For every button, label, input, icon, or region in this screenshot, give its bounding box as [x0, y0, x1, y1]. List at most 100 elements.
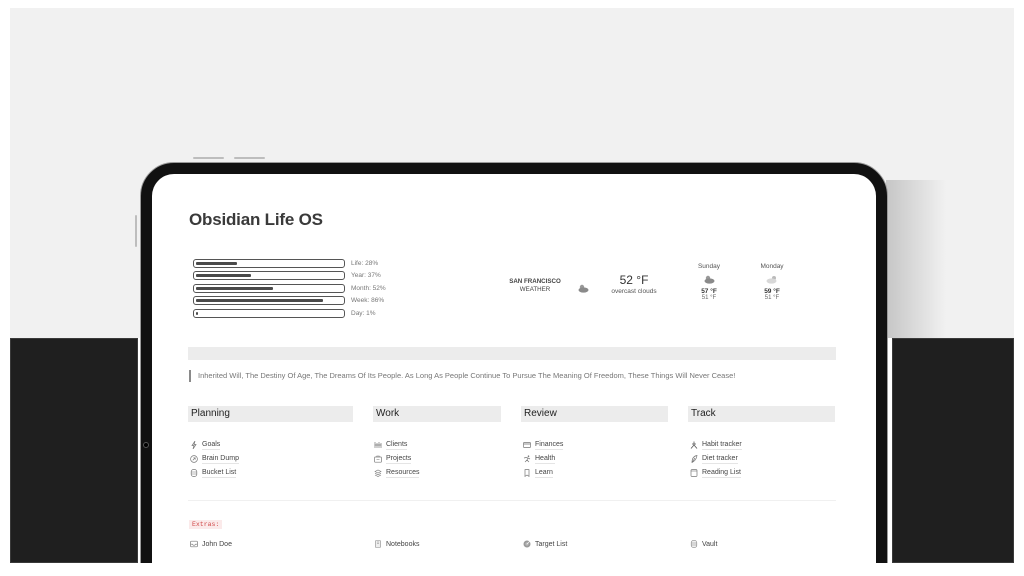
background-dark-panel-right: [892, 338, 1014, 563]
page-title: Obsidian Life OS: [189, 210, 323, 229]
planning-list: Goals Brain Dump Bucket List: [190, 438, 239, 480]
section-header-work: Work: [373, 406, 501, 422]
link-finances[interactable]: Finances: [523, 438, 564, 452]
link-label: Notebooks: [386, 540, 420, 548]
progress-fill: [196, 286, 273, 290]
progress-row-year: Year: 37%: [193, 270, 386, 283]
link-label: Vault: [702, 540, 718, 548]
forecast-low: 51 °F: [701, 295, 717, 301]
bookmark-icon: [524, 469, 530, 477]
link-brain-dump[interactable]: Brain Dump: [190, 452, 239, 466]
link-label: Reading List: [702, 469, 741, 478]
weather-location-subtitle: WEATHER: [519, 286, 551, 293]
progress-tracker: Life: 28% Year: 37% Month: 52% Week: 86%: [193, 257, 386, 320]
notebook-icon: [375, 540, 381, 548]
link-label: Diet tracker: [702, 455, 738, 464]
weather-location: SAN FRANCISCO WEATHER: [507, 278, 563, 294]
device-volume-button: [193, 157, 224, 159]
partly-cloudy-icon: [766, 276, 777, 284]
cloud-sun-icon: [577, 280, 589, 298]
link-clients[interactable]: Clients: [374, 438, 419, 452]
link-label: Bucket List: [202, 469, 237, 478]
stack-icon: [374, 469, 382, 477]
device-side-button: [135, 215, 137, 247]
link-vault[interactable]: Vault: [690, 540, 717, 548]
link-goals[interactable]: Goals: [190, 438, 239, 452]
link-habit-tracker[interactable]: Habit tracker: [690, 438, 742, 452]
link-reading-list[interactable]: Reading List: [690, 466, 742, 480]
bottom-margin: [0, 563, 1024, 576]
forecast-day-name: Sunday: [697, 263, 721, 270]
section-header-review: Review: [521, 406, 668, 422]
credit-card-icon: [523, 442, 531, 448]
section-header-track: Track: [688, 406, 835, 422]
forecast-high: 57 °F: [701, 288, 717, 295]
progress-row-week: Week: 86%: [193, 295, 386, 308]
book-icon: [690, 469, 698, 477]
progress-fill: [196, 274, 251, 278]
lightning-icon: [191, 441, 197, 449]
link-label: Goals: [202, 441, 221, 450]
weather-current-desc: overcast clouds: [611, 288, 657, 295]
tablet-frame: Obsidian Life OS Life: 28% Year: 37% Mon…: [140, 162, 888, 576]
device-camera: [143, 442, 149, 448]
people-icon: [374, 442, 382, 448]
progress-bar: [193, 283, 345, 293]
device-power-button: [234, 157, 265, 159]
link-health[interactable]: Health: [523, 452, 563, 466]
leaf-icon: [691, 455, 698, 463]
background-dark-panel-left: [10, 338, 138, 563]
forecast-high: 59 °F: [764, 288, 780, 295]
progress-bar: [193, 271, 345, 281]
link-label: Clients: [386, 441, 408, 450]
tablet-screen: Obsidian Life OS Life: 28% Year: 37% Mon…: [152, 174, 876, 576]
progress-bar: [193, 308, 345, 318]
briefcase-icon: [374, 455, 382, 463]
weather-location-city: SAN FRANCISCO: [509, 278, 561, 285]
link-learn[interactable]: Learn: [523, 466, 563, 480]
link-resources[interactable]: Resources: [374, 466, 420, 480]
progress-label: Month: 52%: [351, 284, 386, 292]
progress-fill: [196, 299, 323, 303]
running-icon: [523, 455, 531, 463]
link-label: Learn: [535, 469, 553, 478]
blockquote: Inherited Will, The Destiny Of Age, The …: [189, 370, 735, 382]
link-label: Target List: [535, 540, 568, 548]
progress-fill: [196, 261, 237, 265]
extras-tag: Extras:: [189, 520, 223, 529]
progress-row-day: Day: 1%: [193, 307, 386, 320]
progress-label: Year: 37%: [351, 272, 381, 280]
forecast-sunday: Sunday 57 °F 51 °F: [689, 263, 729, 301]
link-label: Projects: [386, 455, 412, 464]
obsidian-note: Obsidian Life OS Life: 28% Year: 37% Mon…: [152, 174, 876, 576]
target-icon: [523, 540, 531, 548]
vault-icon: [690, 540, 698, 548]
arrow-circle-icon: [190, 455, 198, 463]
link-label: Finances: [535, 441, 564, 450]
link-projects[interactable]: Projects: [374, 452, 419, 466]
link-john-doe[interactable]: John Doe: [190, 540, 232, 548]
forecast-low: 51 °F: [764, 295, 780, 301]
progress-label: Week: 86%: [351, 297, 385, 305]
link-label: Health: [535, 455, 556, 464]
divider: [188, 500, 836, 501]
cloud-sun-icon: [704, 275, 715, 284]
work-list: Clients Projects Resources: [374, 438, 420, 480]
link-diet-tracker[interactable]: Diet tracker: [690, 452, 742, 466]
forecast-day-name: Monday: [760, 263, 784, 270]
weather-current-temp: 52 °F: [619, 273, 649, 287]
forecast-monday: Monday 59 °F 51 °F: [752, 263, 792, 301]
link-target-list[interactable]: Target List: [523, 540, 567, 548]
progress-bar: [193, 258, 345, 268]
link-notebooks[interactable]: Notebooks: [374, 540, 419, 548]
link-label: Resources: [386, 469, 420, 478]
database-icon: [190, 469, 198, 477]
link-bucket-list[interactable]: Bucket List: [190, 466, 239, 480]
progress-fill: [196, 311, 198, 315]
inbox-icon: [190, 540, 198, 548]
banner-placeholder: [188, 347, 836, 360]
device-shadow: [886, 180, 946, 338]
link-label: Brain Dump: [202, 455, 239, 464]
link-label: John Doe: [202, 540, 232, 548]
progress-label: Life: 28%: [351, 259, 379, 267]
